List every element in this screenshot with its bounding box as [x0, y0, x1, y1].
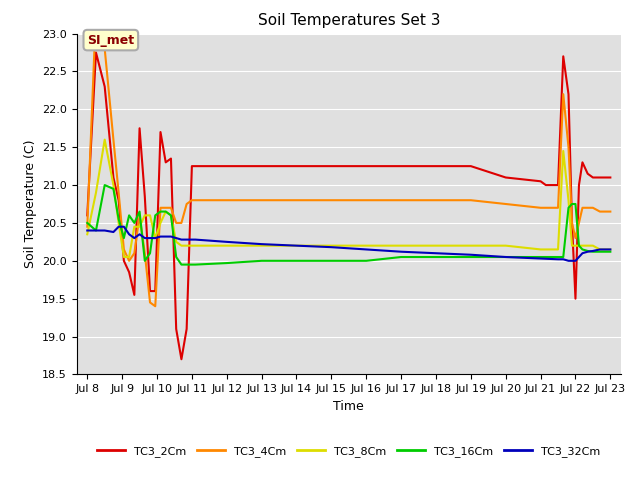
Y-axis label: Soil Temperature (C): Soil Temperature (C) [24, 140, 36, 268]
Text: SI_met: SI_met [87, 34, 134, 47]
X-axis label: Time: Time [333, 400, 364, 413]
Title: Soil Temperatures Set 3: Soil Temperatures Set 3 [257, 13, 440, 28]
Legend: TC3_2Cm, TC3_4Cm, TC3_8Cm, TC3_16Cm, TC3_32Cm: TC3_2Cm, TC3_4Cm, TC3_8Cm, TC3_16Cm, TC3… [93, 441, 605, 461]
